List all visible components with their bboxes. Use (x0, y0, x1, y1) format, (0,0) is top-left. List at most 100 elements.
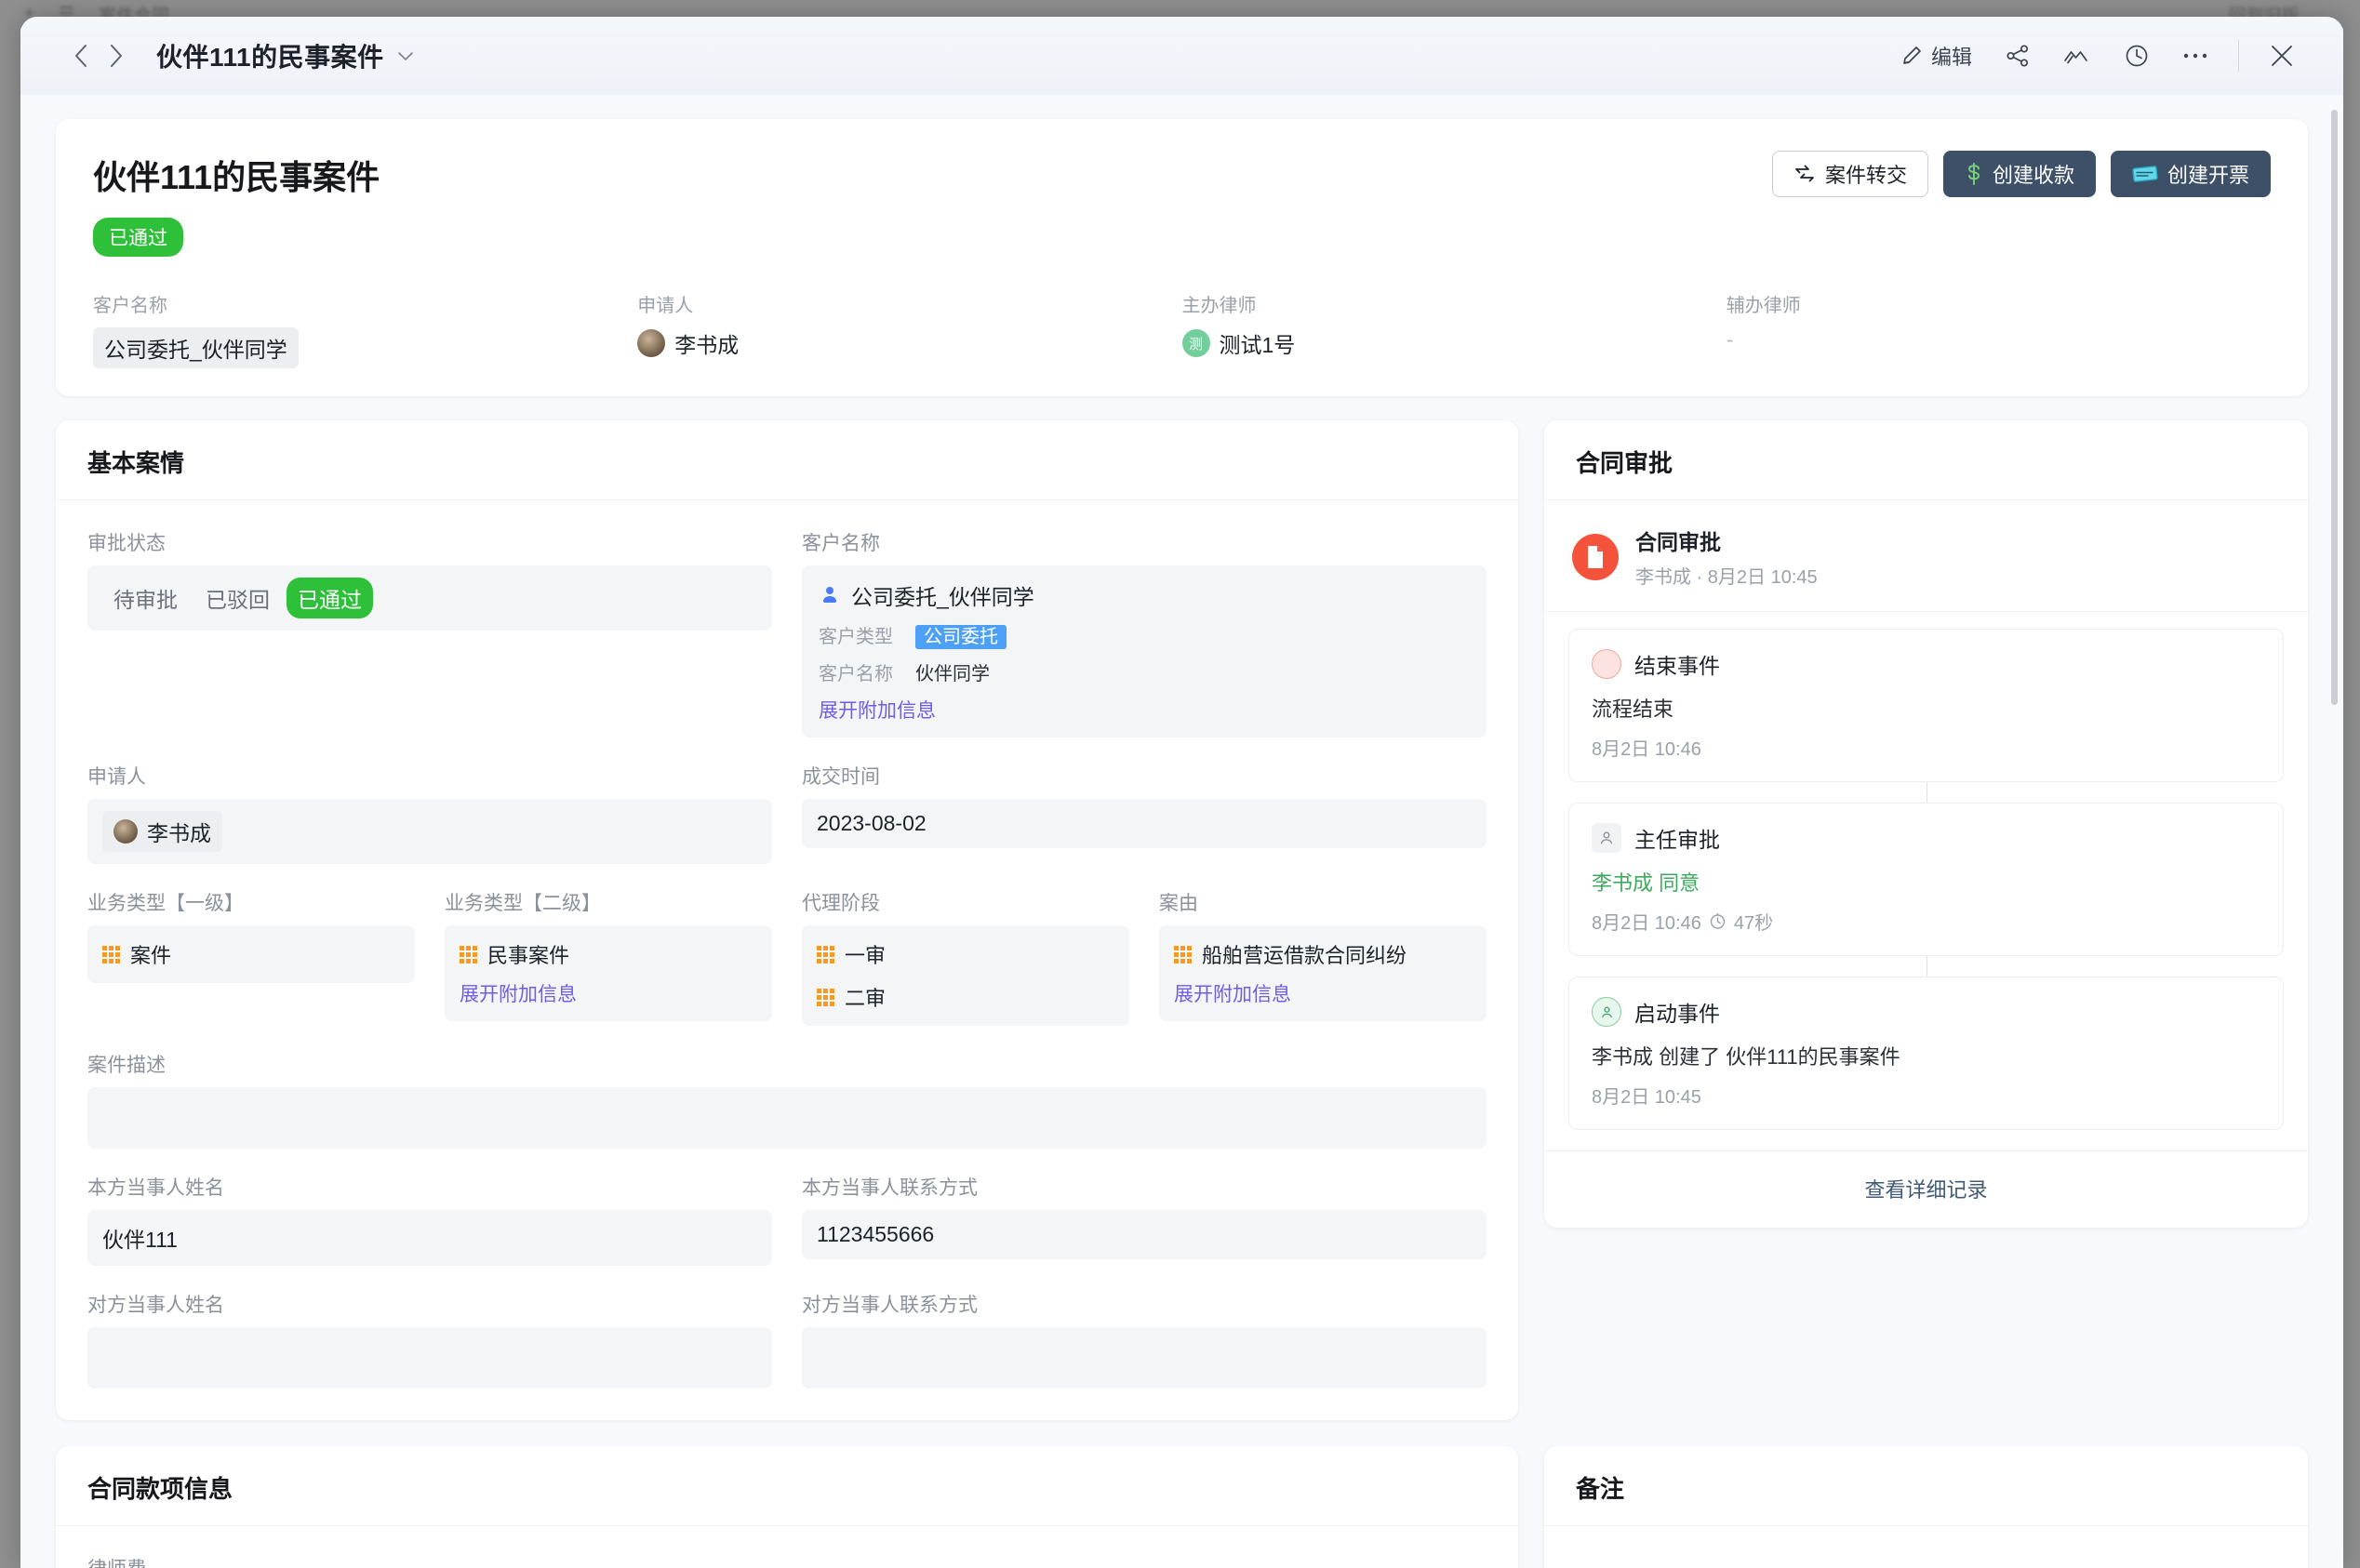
option-row: 二审 (817, 982, 1114, 1012)
link-button[interactable] (2047, 35, 2108, 76)
create-invoice-button[interactable]: 创建开票 (2110, 151, 2271, 197)
timeline-node-text: 李书成 创建了 伙伴111的民事案件 (1592, 1045, 1900, 1069)
basic-case-title: 基本案情 (56, 420, 1518, 500)
pencil-icon (1900, 45, 1923, 67)
timeline-node-time: 8月2日 10:46 (1592, 913, 1701, 934)
timeline-node-duration: 47秒 (1733, 913, 1774, 934)
link-icon (2063, 45, 2091, 67)
contract-payment-card: 合同款项信息 律师费 15000 元 收款状态 待收 (56, 1446, 1518, 1568)
timeline-node[interactable]: 启动事件 李书成 创建了 伙伴111的民事案件 8月2日 10:45 (1568, 977, 2284, 1130)
grid-icon (102, 945, 120, 963)
approval-header-title: 合同审批 (1635, 530, 1721, 554)
close-icon (2269, 43, 2295, 69)
status-badge: 已通过 (93, 218, 183, 257)
client-name-value: 伙伴同学 (915, 664, 990, 684)
summary-field-label: 主办律师 (1181, 296, 1257, 316)
option-row: 民事案件 (460, 939, 757, 969)
history-button[interactable] (2108, 34, 2166, 77)
dollar-icon (1965, 162, 1983, 186)
chevron-down-icon[interactable] (397, 51, 414, 61)
approval-footer: 查看详细记录 (1544, 1150, 2308, 1228)
header-divider (2238, 40, 2239, 72)
option-label: 案件 (130, 944, 172, 967)
desktop-plus-icon: + (24, 4, 35, 23)
expand-extra-info-link[interactable]: 展开附加信息 (460, 984, 577, 1005)
back-button[interactable] (63, 38, 99, 73)
timeline-node-time: 8月2日 10:45 (1592, 1087, 1701, 1108)
expand-extra-info-link[interactable]: 展开附加信息 (819, 700, 936, 722)
timeline-node[interactable]: 结束事件 流程结束 8月2日 10:46 (1568, 629, 2284, 782)
modal-body: 伙伴111的民事案件 已通过 案件转交 创建收款 (20, 95, 2343, 1568)
transfer-case-label: 案件转交 (1824, 164, 1907, 187)
timeline-node[interactable]: 主任审批 李书成 同意 8月2日 10:46 47秒 (1568, 803, 2284, 956)
edit-button[interactable]: 编辑 (1884, 32, 1989, 80)
share-button[interactable] (1989, 34, 2047, 77)
summary-field-lead-lawyer: 主办律师 测 测试1号 (1181, 290, 1727, 368)
segment-option[interactable]: 已驳回 (206, 588, 270, 612)
option-row: 船舶营运借款合同纠纷 (1174, 939, 1472, 969)
notes-empty-state: 暂无评论 (1544, 1526, 2308, 1568)
other-party-name-value[interactable] (87, 1327, 772, 1389)
grid-icon (1174, 945, 1192, 963)
segment-option-selected[interactable]: 已通过 (287, 578, 373, 618)
timeline-node-title: 启动事件 (1634, 1002, 1720, 1026)
case-description-value[interactable] (87, 1087, 1487, 1149)
field-biz-type-l1: 业务类型【一级】 案件 (87, 888, 415, 1026)
field-label: 律师费 (87, 1554, 1487, 1568)
user-circle-green-icon (1592, 997, 1621, 1027)
own-party-contact-value[interactable]: 1123455666 (802, 1210, 1487, 1259)
applicant-name: 李书成 (674, 333, 740, 357)
client-name-key: 客户名称 (819, 664, 893, 684)
create-receipt-label: 创建收款 (1992, 164, 2074, 187)
clock-icon (2125, 44, 2149, 68)
field-label: 审批状态 (87, 533, 166, 554)
ticket-icon (2132, 164, 2158, 184)
segment-option[interactable]: 待审批 (113, 588, 178, 612)
approval-status-segments[interactable]: 待审批 已驳回 已通过 (102, 578, 373, 618)
summary-actions: 案件转交 创建收款 创建开票 (1771, 151, 2271, 197)
field-label: 本方当事人姓名 (87, 1177, 224, 1199)
field-applicant: 申请人 李书成 (87, 762, 772, 864)
field-label: 案由 (1159, 893, 1198, 914)
client-type-tag: 公司委托 (915, 625, 1007, 649)
field-label: 案件描述 (87, 1055, 166, 1076)
client-card: 公司委托_伙伴同学 客户类型 公司委托 客户名称 伙伴同学 (802, 565, 1487, 737)
field-label: 成交时间 (802, 766, 880, 788)
summary-field-client: 客户名称 公司委托_伙伴同学 (93, 290, 637, 368)
lead-lawyer-name: 测试1号 (1219, 333, 1296, 357)
timeline-node-text: 流程结束 (1592, 698, 1674, 721)
case-detail-modal: 伙伴111的民事案件 编辑 (20, 17, 2343, 1568)
client-full-name: 公司委托_伙伴同学 (851, 585, 1034, 609)
stopwatch-icon (1709, 912, 1727, 930)
avatar: 测 (1181, 329, 1210, 357)
field-label: 申请人 (87, 766, 146, 788)
field-own-party-name: 本方当事人姓名 伙伴111 (87, 1173, 772, 1266)
contract-approval-title: 合同审批 (1544, 420, 2308, 500)
share-icon (2006, 44, 2030, 68)
field-other-party-contact: 对方当事人联系方式 (802, 1290, 1487, 1389)
contract-approval-card: 合同审批 合同审批 李书成 · 8月2日 10:45 结束事件 (1544, 420, 2308, 1228)
summary-fields: 客户名称 公司委托_伙伴同学 申请人 李书成 主办律师 测 (93, 290, 2271, 368)
expand-extra-info-link[interactable]: 展开附加信息 (1174, 984, 1291, 1005)
scrollbar[interactable] (2331, 110, 2338, 1559)
scrollbar-thumb[interactable] (2331, 110, 2338, 705)
avatar (637, 329, 666, 357)
more-button[interactable] (2166, 43, 2225, 69)
summary-field-label: 申请人 (637, 296, 694, 316)
approval-header-item[interactable]: 合同审批 李书成 · 8月2日 10:45 (1544, 500, 2308, 612)
approval-header-subtitle: 李书成 · 8月2日 10:45 (1635, 567, 1818, 588)
forward-button[interactable] (99, 38, 134, 73)
option-label: 船舶营运借款合同纠纷 (1202, 944, 1407, 967)
close-button[interactable] (2252, 33, 2312, 78)
edit-button-label: 编辑 (1930, 46, 1972, 69)
grid-icon (817, 988, 834, 1006)
view-detail-record-link[interactable]: 查看详细记录 (1864, 1178, 1988, 1202)
transfer-case-button[interactable]: 案件转交 (1771, 151, 1928, 197)
grid-icon (460, 945, 477, 963)
create-receipt-button[interactable]: 创建收款 (1942, 151, 2096, 197)
field-lawyer-fee: 律师费 15000 元 (87, 1554, 1487, 1568)
field-label: 本方当事人联系方式 (802, 1177, 978, 1199)
other-party-contact-value[interactable] (802, 1327, 1487, 1389)
field-label: 客户名称 (802, 533, 880, 554)
own-party-name-value[interactable]: 伙伴111 (87, 1210, 772, 1266)
